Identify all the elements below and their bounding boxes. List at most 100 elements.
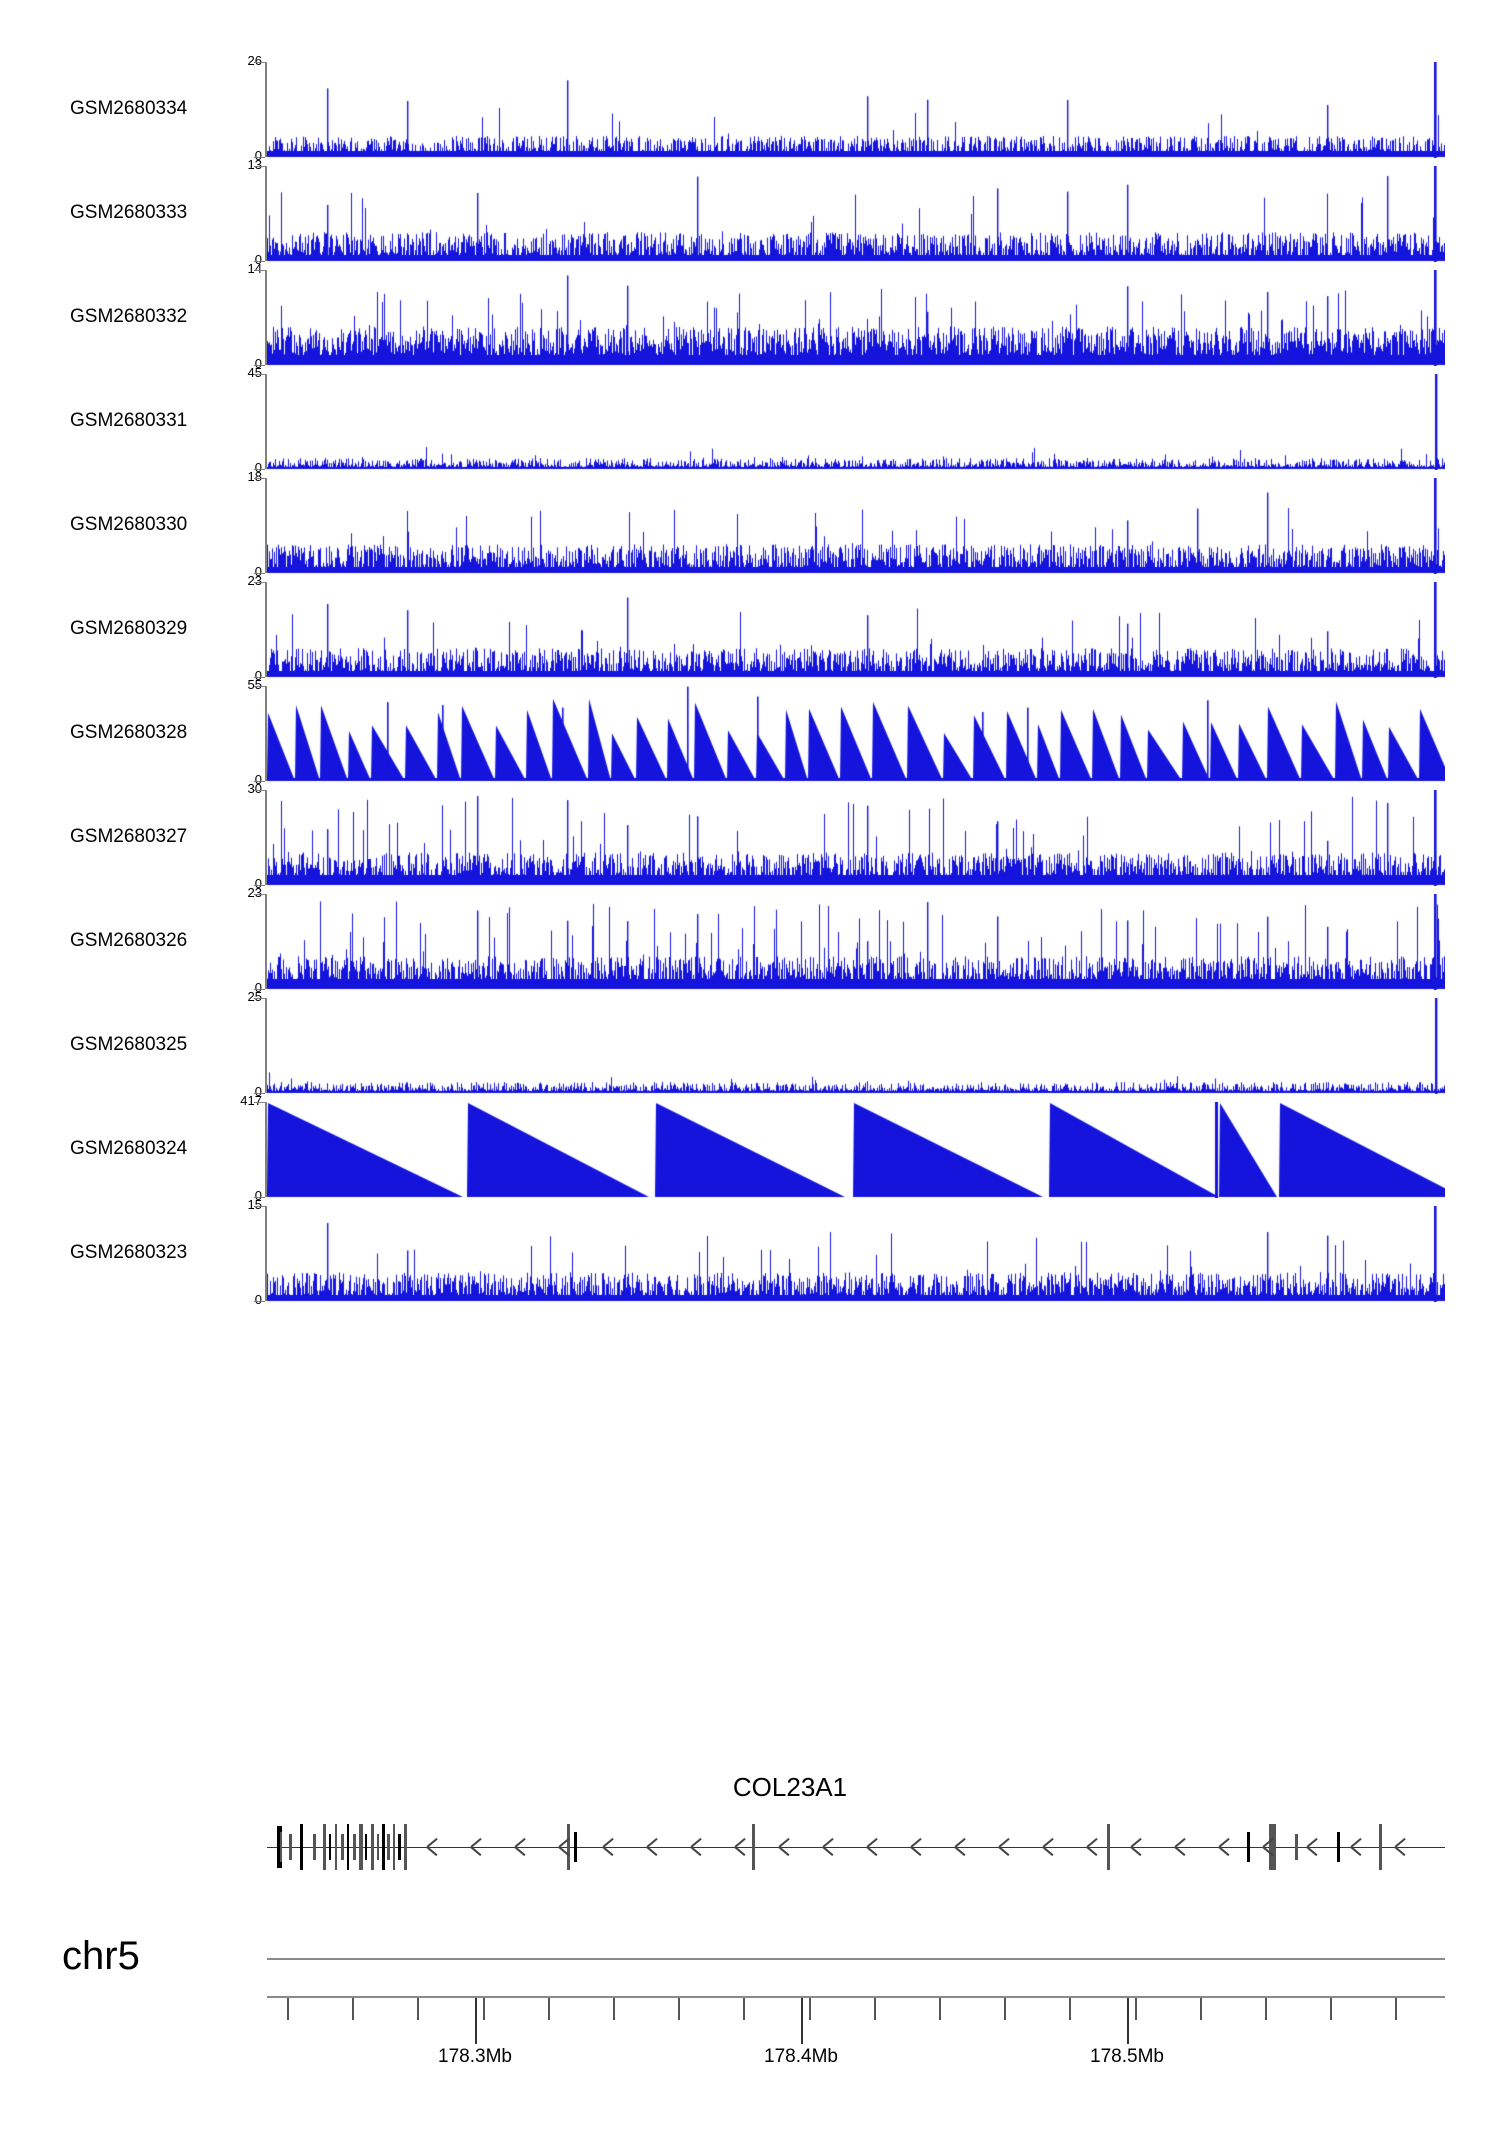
gene-exon (1295, 1834, 1298, 1860)
gene-exon (353, 1834, 356, 1860)
coverage-plot-area[interactable] (267, 998, 1445, 1094)
gene-exon (1107, 1824, 1110, 1870)
gene-exon (289, 1834, 292, 1860)
ruler-minor-tick (1330, 1998, 1332, 2020)
axis-tick-min (254, 469, 265, 470)
gene-exon (1379, 1824, 1382, 1870)
gene-strand-arrow-left (735, 1837, 749, 1857)
coverage-plot-area[interactable] (267, 270, 1445, 366)
axis-min-label: 0 (254, 876, 262, 891)
track-axis-line (265, 686, 267, 781)
gene-exon (1337, 1832, 1340, 1862)
coverage-canvas (267, 998, 1445, 1094)
coverage-plot-area[interactable] (267, 374, 1445, 470)
gene-exon (365, 1834, 367, 1860)
gene-exon (280, 1832, 282, 1862)
gene-strand-arrow-left (603, 1837, 617, 1857)
axis-tick-min (254, 365, 265, 366)
gene-strand-arrow-left (779, 1837, 793, 1857)
track-label-gsm2680332: GSM2680332 (70, 305, 188, 327)
coverage-canvas (267, 270, 1445, 366)
axis-min-label: 0 (254, 1188, 262, 1203)
ruler-major-tick (801, 1998, 803, 2044)
gene-exon (404, 1824, 407, 1870)
ruler-minor-tick (1265, 1998, 1267, 2020)
coverage-plot-area[interactable] (267, 478, 1445, 574)
track-label-gsm2680323: GSM2680323 (70, 1241, 188, 1263)
chromosome-ideogram-bar[interactable] (267, 1958, 1445, 1960)
gene-exon (329, 1834, 331, 1860)
gene-exon (1247, 1832, 1250, 1862)
axis-tick-min (254, 1301, 265, 1302)
gene-strand-arrow-left (1087, 1837, 1101, 1857)
ruler-minor-tick (874, 1998, 876, 2020)
chromosome-label: chr5 (62, 1934, 140, 1978)
axis-tick-max (254, 62, 265, 63)
axis-tick-max (254, 270, 265, 271)
coverage-plot-area[interactable] (267, 582, 1445, 678)
gene-strand-arrow-left (559, 1837, 573, 1857)
gene-strand-arrow-left (1219, 1837, 1233, 1857)
ruler-minor-tick (939, 1998, 941, 2020)
ruler-minor-tick (287, 1998, 289, 2020)
track-axis-line (265, 478, 267, 573)
axis-min-label: 0 (254, 252, 262, 267)
coverage-plot-area[interactable] (267, 62, 1445, 158)
gene-strand-arrow-left (647, 1837, 661, 1857)
gene-strand-arrow-left (823, 1837, 837, 1857)
ruler-minor-tick (678, 1998, 680, 2020)
track-axis-line (265, 894, 267, 989)
axis-min-label: 0 (254, 564, 262, 579)
axis-tick-min (254, 989, 265, 990)
axis-max-label: 13 (247, 157, 262, 172)
coverage-plot-area[interactable] (267, 686, 1445, 782)
gene-exon (277, 1826, 282, 1868)
ruler-minor-tick (352, 1998, 354, 2020)
axis-tick-max (254, 166, 265, 167)
gene-exon (752, 1824, 755, 1870)
track-label-gsm2680330: GSM2680330 (70, 513, 188, 535)
coverage-canvas (267, 790, 1445, 886)
track-axis-line (265, 62, 267, 157)
axis-tick-min (254, 1093, 265, 1094)
axis-max-label: 15 (247, 1197, 262, 1212)
axis-tick-min (254, 677, 265, 678)
track-axis-line (265, 374, 267, 469)
coverage-plot-area[interactable] (267, 1206, 1445, 1302)
gene-exon (347, 1824, 349, 1870)
ruler-minor-tick (613, 1998, 615, 2020)
axis-tick-max (254, 582, 265, 583)
axis-tick-min (254, 573, 265, 574)
axis-min-label: 0 (254, 1292, 262, 1307)
gene-model-track[interactable] (267, 1808, 1445, 1888)
axis-min-label: 0 (254, 1084, 262, 1099)
ruler-minor-tick (1135, 1998, 1137, 2020)
track-axis-line (265, 998, 267, 1093)
axis-max-label: 26 (247, 53, 262, 68)
ruler-major-tick (1127, 1998, 1129, 2044)
coverage-canvas (267, 478, 1445, 574)
axis-min-label: 0 (254, 460, 262, 475)
ruler-label: 178.4Mb (764, 2046, 838, 2067)
coverage-plot-area[interactable] (267, 894, 1445, 990)
axis-max-label: 25 (247, 989, 262, 1004)
gene-exon (371, 1824, 374, 1870)
gene-strand-arrow-left (1131, 1837, 1145, 1857)
coverage-plot-area[interactable] (267, 166, 1445, 262)
gene-exon (387, 1834, 390, 1860)
ruler-label: 178.3Mb (438, 2046, 512, 2067)
coverage-plot-area[interactable] (267, 1102, 1445, 1198)
coverage-plot-area[interactable] (267, 790, 1445, 886)
coverage-canvas (267, 1102, 1445, 1198)
gene-exon (382, 1824, 385, 1870)
axis-min-label: 0 (254, 772, 262, 787)
track-label-gsm2680324: GSM2680324 (70, 1137, 188, 1159)
coverage-canvas (267, 166, 1445, 262)
gene-strand-arrow-left (1307, 1837, 1321, 1857)
gene-strand-arrow-left (1263, 1837, 1277, 1857)
ruler-minor-tick (1395, 1998, 1397, 2020)
gene-strand-arrow-left (471, 1837, 485, 1857)
ruler-minor-tick (483, 1998, 485, 2020)
axis-tick-max (254, 1102, 265, 1103)
